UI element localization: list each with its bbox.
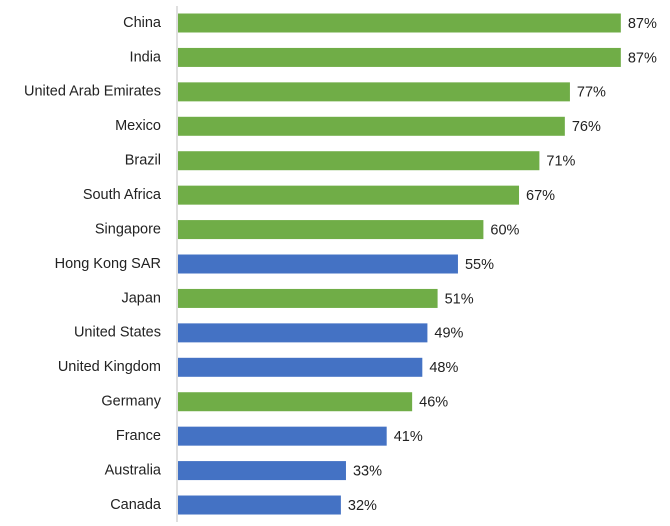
value-label: 60% xyxy=(490,222,519,238)
bar xyxy=(178,82,570,102)
bar xyxy=(178,461,346,481)
bar xyxy=(178,357,423,377)
bar xyxy=(178,116,565,136)
category-label: China xyxy=(123,15,162,31)
bar xyxy=(178,288,438,308)
bar xyxy=(178,323,428,343)
bar xyxy=(178,47,621,67)
category-label: Germany xyxy=(101,394,161,410)
bar xyxy=(178,151,540,171)
bar xyxy=(178,185,520,205)
value-label: 48% xyxy=(429,360,458,376)
value-label: 41% xyxy=(394,429,423,445)
category-label: Canada xyxy=(110,497,162,513)
category-label: Mexico xyxy=(115,118,161,134)
value-label: 67% xyxy=(526,188,555,204)
value-label: 33% xyxy=(353,463,382,479)
value-label: 46% xyxy=(419,395,448,411)
category-label: France xyxy=(116,428,161,444)
value-label: 76% xyxy=(572,119,601,135)
value-label: 87% xyxy=(628,50,657,66)
value-label: 55% xyxy=(465,257,494,273)
bar xyxy=(178,254,458,274)
bar xyxy=(178,220,484,240)
category-label: Singapore xyxy=(95,221,161,237)
value-label: 51% xyxy=(445,291,474,307)
category-label: United States xyxy=(74,325,161,341)
bar xyxy=(178,392,413,412)
value-label: 71% xyxy=(546,154,575,170)
value-label: 87% xyxy=(628,16,657,32)
value-label: 77% xyxy=(577,85,606,101)
category-label: India xyxy=(130,49,162,65)
category-label: Brazil xyxy=(125,153,161,169)
bar xyxy=(178,495,341,515)
value-label: 49% xyxy=(434,326,463,342)
category-label: Australia xyxy=(105,462,162,478)
value-label: 32% xyxy=(348,498,377,514)
category-label: United Arab Emirates xyxy=(24,84,161,100)
bar xyxy=(178,426,387,446)
category-label: Japan xyxy=(121,290,161,306)
category-label: United Kingdom xyxy=(58,359,161,375)
category-label: Hong Kong SAR xyxy=(55,256,161,272)
bar xyxy=(178,13,621,33)
category-label: South Africa xyxy=(83,187,162,203)
